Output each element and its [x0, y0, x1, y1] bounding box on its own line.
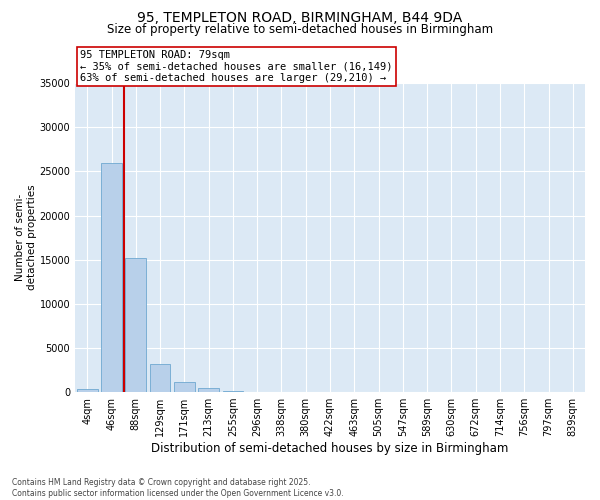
Text: Size of property relative to semi-detached houses in Birmingham: Size of property relative to semi-detach… — [107, 22, 493, 36]
Text: 95, TEMPLETON ROAD, BIRMINGHAM, B44 9DA: 95, TEMPLETON ROAD, BIRMINGHAM, B44 9DA — [137, 11, 463, 25]
Bar — [174, 382, 194, 392]
Bar — [77, 390, 98, 392]
Text: Contains HM Land Registry data © Crown copyright and database right 2025.
Contai: Contains HM Land Registry data © Crown c… — [12, 478, 344, 498]
Y-axis label: Number of semi-
detached properties: Number of semi- detached properties — [15, 185, 37, 290]
Bar — [125, 258, 146, 392]
Text: 95 TEMPLETON ROAD: 79sqm
← 35% of semi-detached houses are smaller (16,149)
63% : 95 TEMPLETON ROAD: 79sqm ← 35% of semi-d… — [80, 50, 393, 83]
X-axis label: Distribution of semi-detached houses by size in Birmingham: Distribution of semi-detached houses by … — [151, 442, 509, 455]
Bar — [150, 364, 170, 392]
Bar — [199, 388, 219, 392]
Bar — [223, 391, 243, 392]
Bar — [101, 162, 122, 392]
